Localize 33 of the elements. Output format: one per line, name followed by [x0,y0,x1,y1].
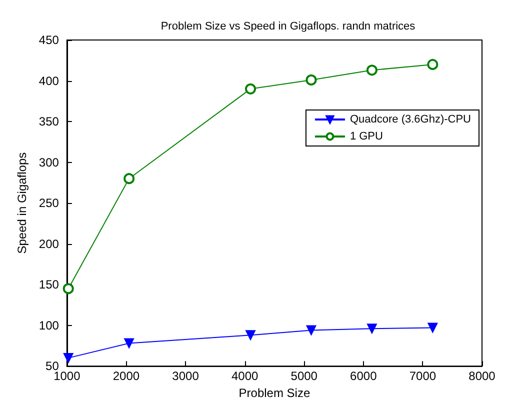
y-tick-label: 250 [38,196,60,210]
y-tick-label: 150 [38,278,60,292]
point [246,330,256,340]
point [124,338,134,348]
point [306,74,317,86]
x-tick-label: 5000 [290,369,318,384]
x-axis-title: Problem Size [238,386,310,400]
point [245,83,256,94]
x-tick-label: 1000 [54,369,81,384]
legend-label: 1 GPU [350,130,384,142]
x-tick-label: 7000 [409,369,436,384]
y-axis-title: Speed in Gigaflops [15,152,29,254]
y-tick-label: 100 [38,318,60,332]
legend-label: Quadcore (3.6Ghz)-CPU [350,114,472,126]
point [428,322,438,333]
x-tick-label: 6000 [350,369,378,384]
point [366,324,377,334]
chart-title: Problem Size vs Speed in Gigaflops. randn matrices [160,20,416,32]
point [62,283,74,294]
x-tick-label: 3000 [172,369,200,384]
y-tick-label: 350 [38,114,60,129]
point [124,173,135,184]
x-tick-label: 4000 [231,369,258,384]
x-tick-label: 2000 [112,369,140,384]
y-tick-label: 450 [38,33,60,47]
y-tick-label: 200 [38,236,60,251]
y-tick-label: 300 [38,155,60,170]
point [306,325,316,336]
point [63,352,74,363]
point [427,58,438,70]
point [366,64,378,76]
x-tick-label: 8000 [468,369,496,384]
y-tick-label: 400 [38,74,60,88]
